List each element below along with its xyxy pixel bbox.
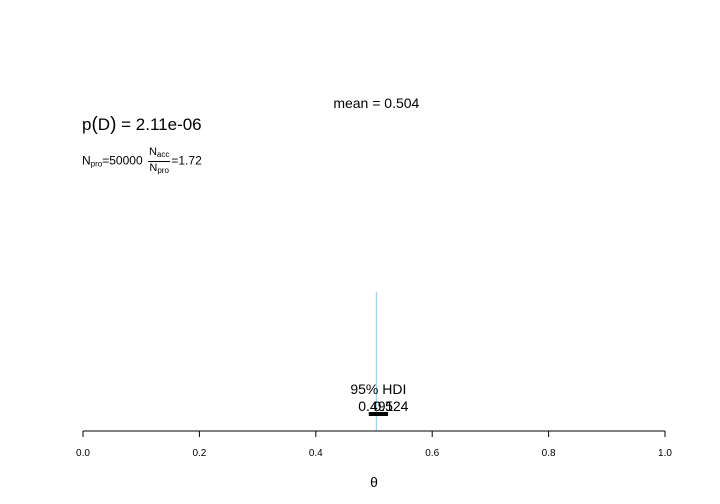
proposal-count-label: Npro=50000 Nacc Npro =1.72 xyxy=(82,146,202,177)
x-tick-label: 0.8 xyxy=(542,448,556,459)
pd-symbol: p xyxy=(82,115,92,134)
x-tick-label: 1.0 xyxy=(658,448,672,459)
pd-value: = 2.11e-06 xyxy=(121,115,202,134)
acceptance-fraction: Nacc Npro xyxy=(147,146,171,177)
ratio-value: =1.72 xyxy=(171,153,202,168)
pd-argument: D xyxy=(97,115,111,134)
x-tick-label: 0.0 xyxy=(76,448,90,459)
plot-labels: mean = 0.504 θ xyxy=(333,95,419,490)
npro-den-symbol: N xyxy=(149,162,158,174)
x-axis: 0.0 0.2 0.4 0.6 0.8 1.0 xyxy=(76,430,672,459)
hdi-label: 95% HDI xyxy=(350,381,406,397)
mean-label: mean = 0.504 xyxy=(333,95,419,111)
npro-subscript: pro xyxy=(90,159,103,169)
marginal-likelihood-label: p(D) = 2.11e-06 xyxy=(82,114,202,135)
hdi-low-label: 0.491 xyxy=(358,398,393,414)
npro-value: =50000 xyxy=(102,153,143,168)
x-tick-label: 0.4 xyxy=(309,448,323,459)
nacc-subscript: acc xyxy=(156,150,170,159)
x-tick-label: 0.2 xyxy=(192,448,206,459)
x-tick-label: 0.6 xyxy=(425,448,439,459)
npro-den-subscript: pro xyxy=(157,166,169,175)
x-axis-label: θ xyxy=(370,474,378,490)
nacc-symbol: N xyxy=(148,146,157,158)
hdi-high-label: 0.524 xyxy=(373,398,408,414)
npro-symbol: N xyxy=(82,153,91,168)
